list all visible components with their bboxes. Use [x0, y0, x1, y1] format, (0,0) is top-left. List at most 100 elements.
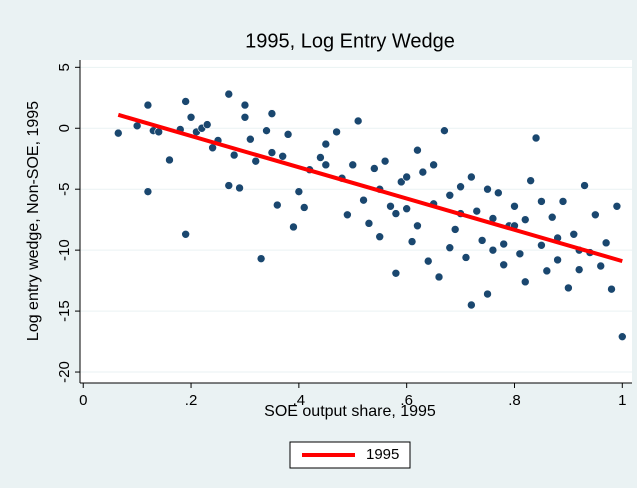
scatter-point: [607, 284, 616, 294]
scatter-point: [181, 97, 190, 106]
scatter-point: [434, 272, 444, 282]
scatter-point: [375, 232, 385, 242]
x-tick-label: .4: [293, 392, 306, 409]
scatter-point: [413, 145, 422, 155]
scatter-point: [165, 155, 174, 165]
scatter-point: [483, 289, 492, 299]
scatter-point: [564, 283, 573, 293]
scatter-point: [380, 156, 390, 166]
scatter-point: [224, 89, 234, 99]
scatter-point: [402, 204, 411, 214]
scatter-point: [612, 201, 622, 211]
scatter-point: [520, 277, 530, 287]
scatter-point: [617, 332, 627, 341]
scatter-point: [494, 188, 503, 198]
scatter-point: [391, 269, 401, 278]
scatter-point: [240, 112, 250, 122]
x-tick-label: .8: [508, 392, 521, 409]
scatter-point: [418, 167, 428, 177]
x-tick-label: 1: [618, 392, 626, 409]
scatter-point: [316, 153, 325, 162]
scatter-point: [537, 197, 546, 206]
scatter-point: [515, 249, 525, 259]
scatter-point: [407, 237, 417, 246]
scatter-point: [510, 201, 519, 211]
scatter-point: [143, 187, 153, 196]
fit-line: [117, 112, 623, 264]
scatter-point: [321, 139, 331, 149]
scatter-point: [251, 156, 261, 166]
x-tick-label: .2: [185, 392, 198, 409]
scatter-point: [520, 215, 530, 224]
x-tick-label: .6: [400, 392, 413, 409]
scatter-point: [467, 300, 476, 310]
scatter-point: [450, 225, 460, 234]
scatter-point: [294, 187, 304, 196]
scatter-point: [423, 256, 433, 266]
scatter-point: [262, 126, 271, 135]
scatter-point: [359, 195, 368, 205]
scatter-point: [202, 120, 212, 129]
y-tick-label: 0: [56, 124, 73, 132]
scatter-point: [580, 181, 589, 190]
chart-title: 1995, Log Entry Wedge: [245, 30, 455, 52]
scatter-point: [461, 253, 471, 262]
scatter-point: [413, 221, 422, 231]
y-axis-label: Log entry wedge, Non-SOE, 1995: [25, 101, 42, 341]
scatter-point: [445, 243, 455, 253]
scatter-point: [289, 222, 298, 232]
scatter-point: [445, 190, 455, 200]
scatter-point: [402, 172, 411, 182]
scatter-point: [299, 203, 309, 212]
y-tick-label: -10: [56, 239, 73, 261]
scatter-point: [343, 210, 352, 220]
scatter-point: [499, 239, 509, 249]
scatter-point: [386, 201, 395, 211]
scatter-point: [246, 134, 255, 144]
legend-label: 1995: [366, 446, 399, 463]
scatter-point: [321, 160, 331, 170]
scatter-point: [467, 172, 476, 182]
scatter-point: [181, 229, 190, 239]
scatter-point: [267, 148, 277, 157]
scatter-point: [353, 116, 363, 126]
scatter-point: [558, 197, 568, 206]
scatter-point: [542, 266, 552, 276]
scatter-point: [574, 265, 584, 274]
scatter-point: [472, 206, 482, 216]
scatter-point: [143, 100, 153, 110]
scatter-point: [456, 182, 465, 192]
scatter-point: [531, 133, 541, 143]
scatter-point: [391, 209, 401, 218]
scatter-point: [537, 240, 546, 250]
scatter-point: [553, 255, 562, 265]
scatter-point: [483, 184, 492, 194]
scatter-point: [278, 151, 287, 161]
y-tick-label: -15: [56, 300, 73, 322]
x-axis-label: SOE output share, 1995: [264, 403, 436, 420]
scatter-point: [440, 126, 449, 135]
scatter-point: [240, 100, 250, 110]
scatter-point: [499, 260, 509, 270]
scatter-point: [569, 229, 579, 239]
scatter-point: [488, 245, 498, 255]
scatter-point: [591, 210, 600, 220]
scatter-point: [113, 128, 123, 138]
scatter-point: [332, 127, 341, 137]
scatter-point: [601, 238, 611, 248]
y-tick-label: -20: [56, 361, 73, 383]
scatter-point: [283, 130, 293, 139]
scatter-point: [429, 160, 438, 170]
scatter-point: [396, 177, 406, 187]
scatter-point: [370, 164, 379, 173]
scatter-point: [224, 181, 234, 190]
scatter-point: [547, 212, 557, 222]
scatter-point: [186, 112, 196, 122]
scatter-point: [526, 176, 535, 185]
scatter-point: [256, 254, 266, 263]
scatter-point: [229, 150, 239, 160]
scatter-point: [235, 183, 244, 193]
x-tick-label: 0: [79, 392, 87, 409]
plot-area: [80, 60, 632, 383]
